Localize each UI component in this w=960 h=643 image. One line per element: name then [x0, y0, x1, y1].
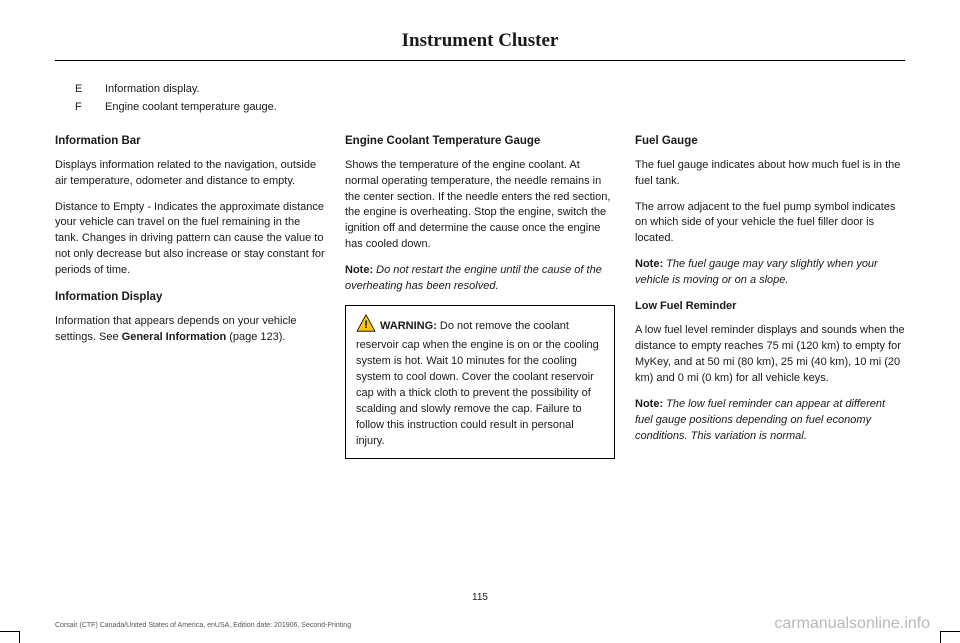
note-label: Note: — [345, 264, 373, 276]
definition-letter: E — [75, 83, 105, 95]
note-label: Note: — [635, 258, 663, 270]
column-2: Engine Coolant Temperature Gauge Shows t… — [345, 131, 615, 459]
crop-mark-icon — [0, 631, 20, 643]
info-bar-heading: Information Bar — [55, 133, 325, 150]
fuel-gauge-para-2: The arrow adjacent to the fuel pump symb… — [635, 200, 905, 248]
fuel-gauge-note-1: Note: The fuel gauge may vary slightly w… — [635, 257, 905, 289]
note-text: The fuel gauge may vary slightly when yo… — [635, 258, 878, 286]
column-1: Information Bar Displays information rel… — [55, 131, 325, 459]
warning-triangle-icon: ! — [356, 314, 376, 338]
note-text: Do not restart the engine until the caus… — [345, 264, 602, 292]
note-label: Note: — [635, 398, 663, 410]
note-text: The low fuel reminder can appear at diff… — [635, 398, 885, 442]
warning-box: ! WARNING: Do not remove the coolant res… — [345, 305, 615, 459]
fuel-gauge-para-1: The fuel gauge indicates about how much … — [635, 158, 905, 190]
svg-text:!: ! — [364, 319, 368, 331]
definition-letter: F — [75, 101, 105, 113]
crop-mark-icon — [940, 631, 960, 643]
page-container: Instrument Cluster E Information display… — [0, 0, 960, 643]
fuel-gauge-heading: Fuel Gauge — [635, 133, 905, 150]
info-display-para: Information that appears depends on your… — [55, 314, 325, 346]
warning-label: WARNING: — [380, 320, 437, 332]
page-number: 115 — [0, 592, 960, 603]
footer-publication-info: Corsair (CTF) Canada/United States of Am… — [55, 622, 351, 629]
definition-row: F Engine coolant temperature gauge. — [75, 101, 905, 113]
warning-text: Do not remove the coolant reservoir cap … — [356, 320, 599, 447]
info-display-link: General Information — [122, 331, 227, 343]
definition-text: Information display. — [105, 83, 200, 95]
low-fuel-heading: Low Fuel Reminder — [635, 299, 905, 315]
info-display-heading: Information Display — [55, 289, 325, 306]
coolant-note: Note: Do not restart the engine until th… — [345, 263, 615, 295]
coolant-para-1: Shows the temperature of the engine cool… — [345, 158, 615, 254]
info-bar-para-2: Distance to Empty - Indicates the approx… — [55, 200, 325, 280]
fuel-gauge-note-2: Note: The low fuel reminder can appear a… — [635, 397, 905, 445]
definition-row: E Information display. — [75, 83, 905, 95]
content-columns: Information Bar Displays information rel… — [55, 131, 905, 459]
column-3: Fuel Gauge The fuel gauge indicates abou… — [635, 131, 905, 459]
info-bar-para-1: Displays information related to the navi… — [55, 158, 325, 190]
definitions-list: E Information display. F Engine coolant … — [75, 83, 905, 113]
info-display-text-c: (page 123). — [226, 331, 285, 343]
page-title: Instrument Cluster — [55, 30, 905, 61]
definition-text: Engine coolant temperature gauge. — [105, 101, 277, 113]
watermark-text: carmanualsonline.info — [774, 615, 930, 633]
coolant-heading: Engine Coolant Temperature Gauge — [345, 133, 615, 150]
low-fuel-para: A low fuel level reminder displays and s… — [635, 323, 905, 387]
